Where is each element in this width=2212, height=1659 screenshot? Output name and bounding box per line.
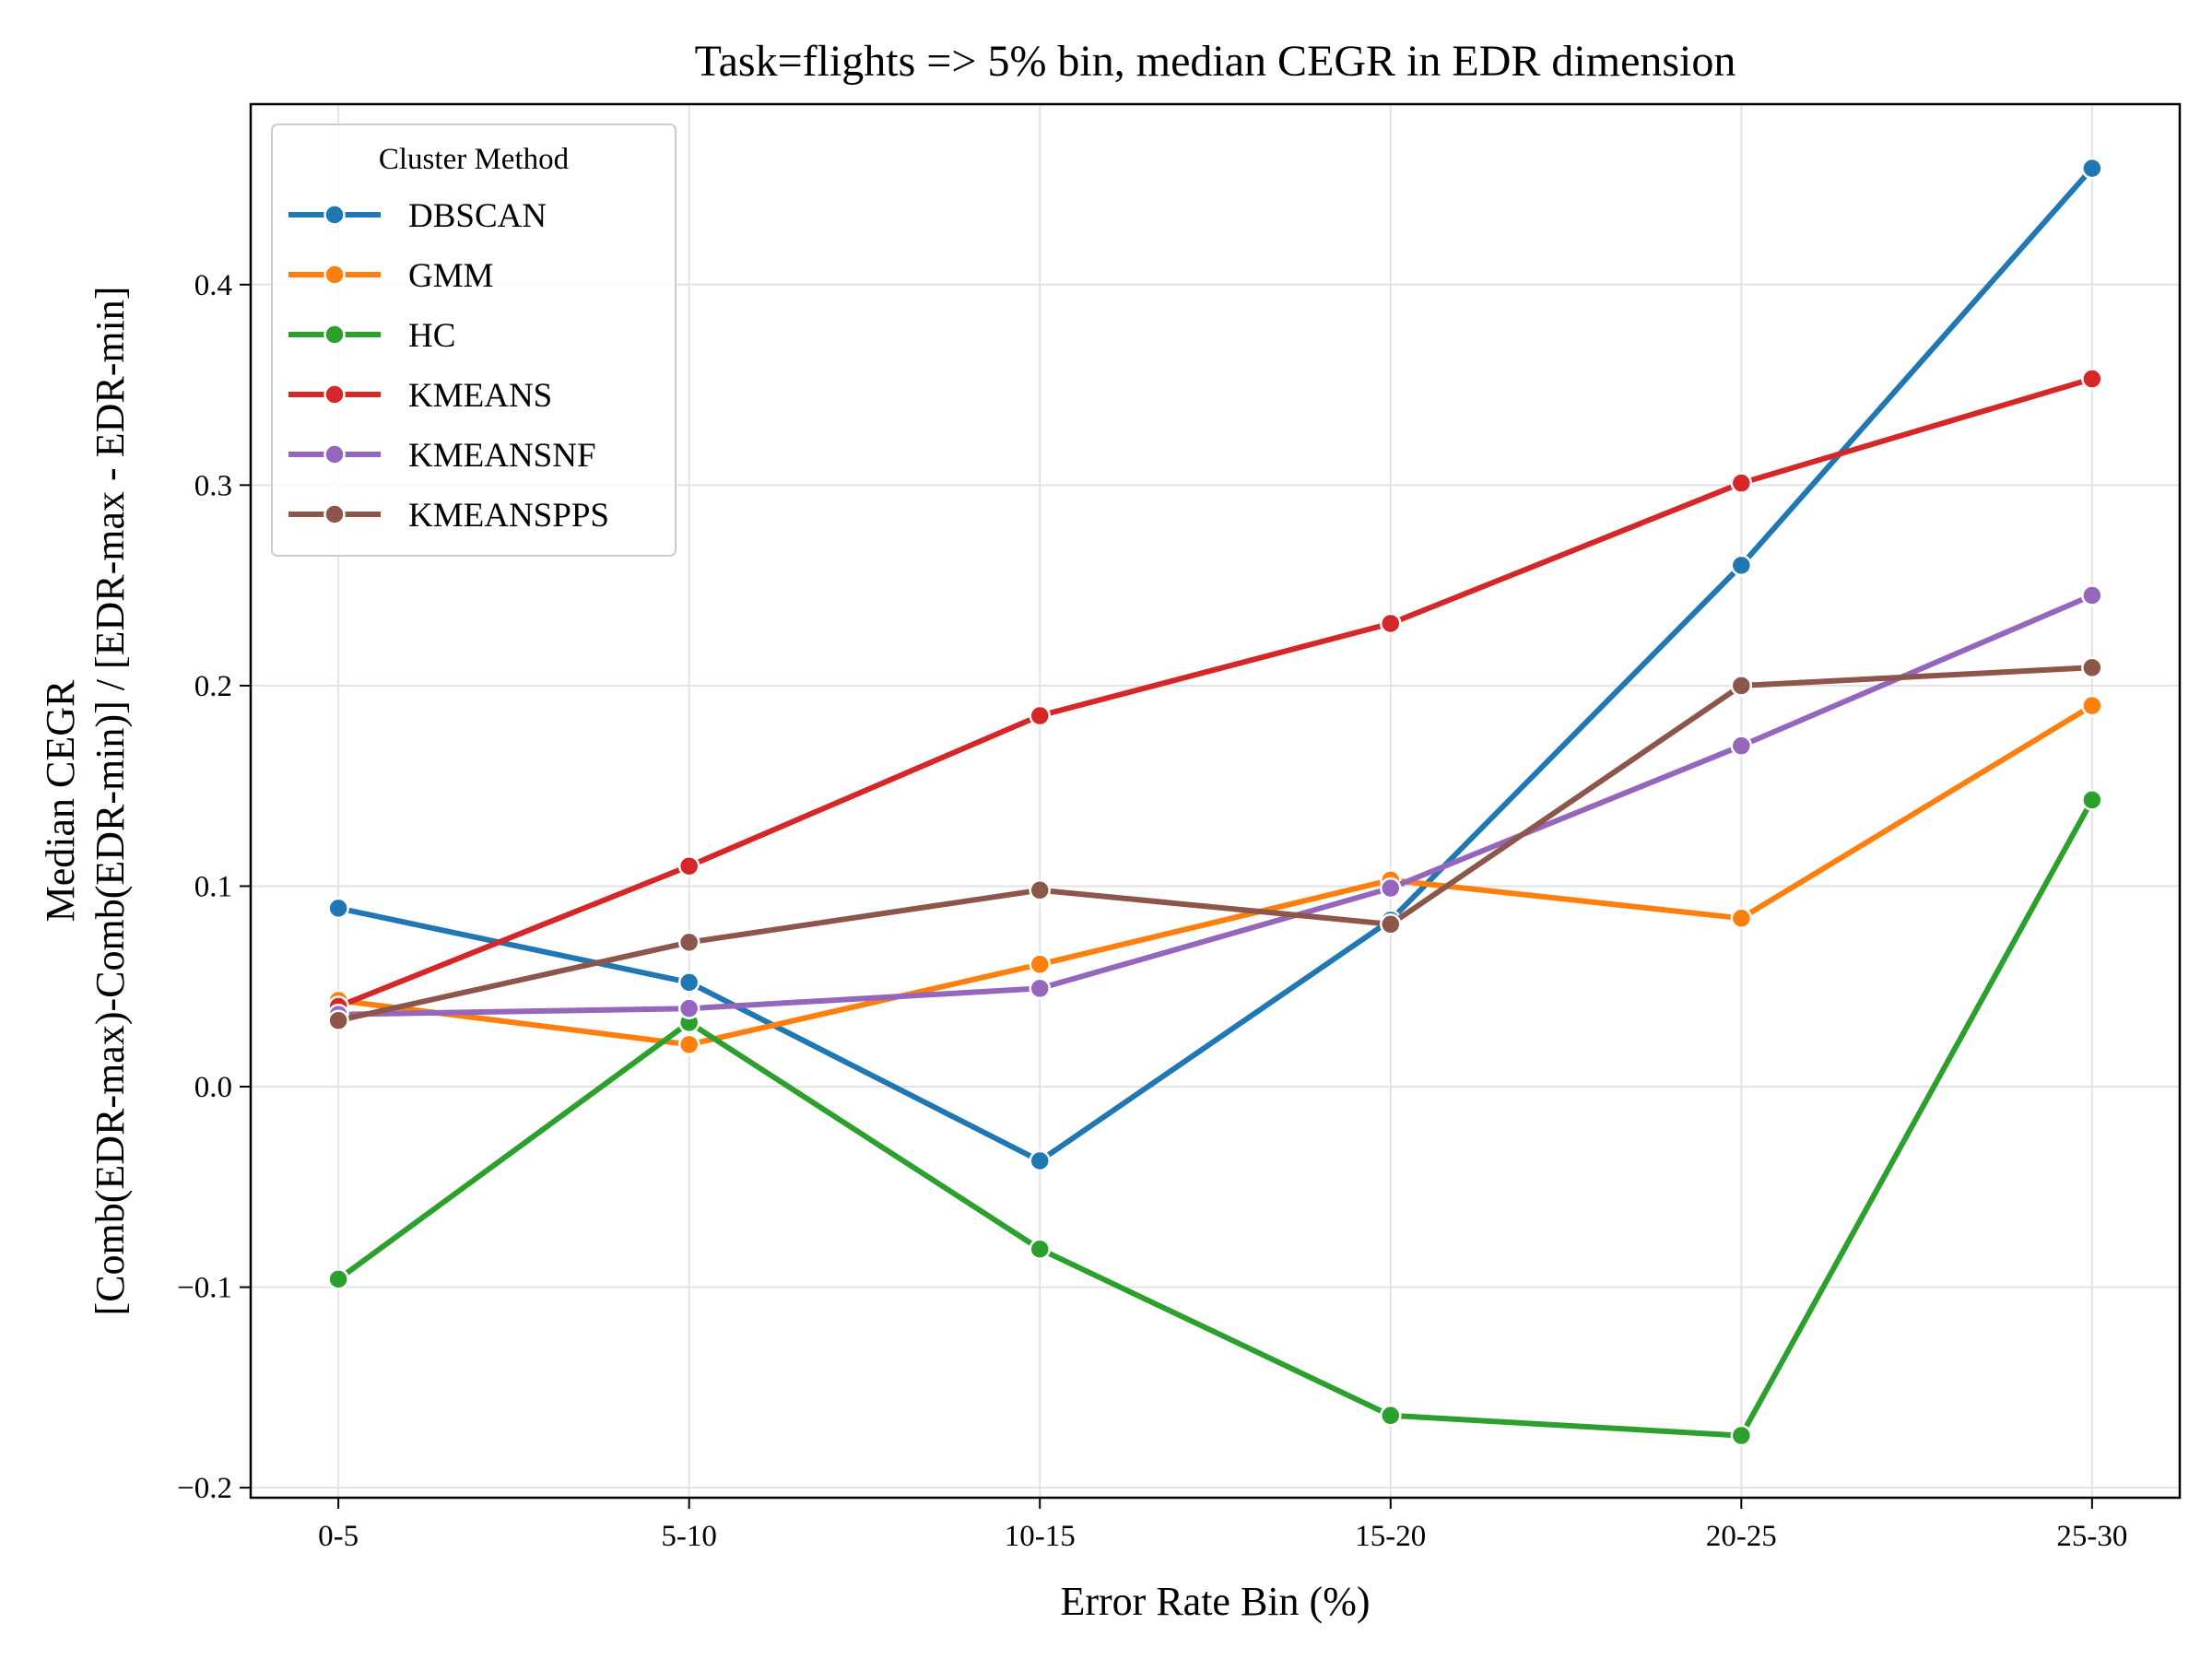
- legend-label: DBSCAN: [408, 197, 547, 235]
- x-tick-label: 5-10: [661, 1520, 717, 1553]
- legend-label: HC: [408, 317, 455, 355]
- data-point: [1730, 472, 1753, 494]
- legend-item-kmeanspps: KMEANSPPS: [288, 497, 609, 535]
- data-point: [1380, 1405, 1402, 1427]
- data-point: [677, 854, 700, 877]
- x-tick-label: 25-30: [2056, 1520, 2127, 1553]
- plot-frame: [249, 102, 2182, 1500]
- data-point: [1029, 879, 1051, 901]
- series-line: [335, 165, 2095, 1164]
- data-point: [2081, 656, 2103, 679]
- y-tick-label: 0.1: [194, 870, 232, 903]
- data-point: [327, 1009, 349, 1031]
- legend-swatch-marker: [324, 324, 346, 346]
- legend-swatch-marker: [324, 383, 346, 406]
- data-point: [2081, 368, 2103, 390]
- data-point: [1730, 675, 1753, 697]
- x-tick-label: 20-25: [1706, 1520, 1777, 1553]
- data-point: [2081, 584, 2103, 606]
- legend-swatch-marker: [324, 264, 346, 286]
- y-tick-label: −0.1: [177, 1272, 232, 1305]
- data-point: [1029, 953, 1051, 976]
- legend-item-kmeansnf: KMEANSNF: [288, 437, 596, 475]
- series-line: [335, 376, 2095, 1009]
- series-lines: [327, 157, 2103, 1447]
- legend-label: KMEANS: [408, 377, 552, 415]
- x-axis-label: Error Rate Bin (%): [1061, 1579, 1371, 1624]
- y-axis-label-line-1: Median CEGR: [38, 679, 83, 922]
- legend-item-hc: HC: [288, 317, 455, 355]
- y-axis-label-line-2: [Comb(EDR-max)-Comb(EDR-min)] / [EDR-max…: [88, 287, 133, 1316]
- legend-title: Cluster Method: [379, 143, 570, 176]
- legend-swatch-marker: [324, 443, 346, 465]
- legend-label: KMEANSPPS: [408, 497, 609, 535]
- series-line: [335, 702, 2095, 1048]
- y-tick-label: −0.2: [177, 1472, 232, 1505]
- y-tick-label: 0.2: [194, 670, 232, 703]
- legend-item-dbscan: DBSCAN: [288, 197, 547, 235]
- series-hc: [327, 789, 2103, 1447]
- series-line: [335, 796, 2095, 1439]
- data-point: [1730, 554, 1753, 577]
- legend-label: GMM: [408, 257, 494, 295]
- data-point: [1380, 913, 1402, 935]
- y-tick-label: 0.4: [194, 269, 232, 302]
- series-line: [335, 593, 2095, 1018]
- data-point: [2081, 694, 2103, 717]
- data-point: [1380, 612, 1402, 635]
- y-tick-label: 0.3: [194, 469, 232, 502]
- series-kmeansnf: [327, 584, 2103, 1026]
- data-point: [1380, 877, 1402, 900]
- legend-box: [271, 124, 677, 557]
- legend: Cluster Method DBSCAN GMM HC KMEANS KMEANSNF…: [271, 124, 677, 557]
- y-axis-label: Median CEGR [Comb(EDR-max)-Comb(EDR-min)…: [38, 287, 133, 1316]
- data-point: [1029, 704, 1051, 727]
- y-tick-label: 0.0: [194, 1071, 232, 1104]
- data-point: [2081, 789, 2103, 811]
- x-tick-label: 15-20: [1355, 1520, 1426, 1553]
- legend-item-gmm: GMM: [288, 257, 494, 295]
- data-point: [1029, 977, 1051, 1000]
- axis-ticks: 0-5 5-10 10-15 15-20 20-25 25-30 −0.2 −0.1 0.0 0.…: [177, 269, 2127, 1553]
- data-point: [677, 931, 700, 954]
- chart-title: Task=flights => 5% bin, median CEGR in E…: [695, 37, 1736, 86]
- x-tick-label: 0-5: [318, 1520, 359, 1553]
- data-point: [1730, 907, 1753, 930]
- data-point: [1029, 1149, 1051, 1172]
- data-point: [327, 897, 349, 920]
- series-gmm: [327, 694, 2103, 1056]
- data-point: [677, 971, 700, 994]
- data-point: [1730, 1424, 1753, 1447]
- data-point: [1730, 735, 1753, 757]
- legend-label: KMEANSNF: [408, 437, 596, 475]
- legend-items: DBSCAN GMM HC KMEANS KMEANSNF KMEANSPPS: [288, 197, 609, 535]
- legend-swatch-marker: [324, 204, 346, 226]
- x-tick-label: 10-15: [1005, 1520, 1076, 1553]
- series-kmeanspps: [327, 656, 2103, 1031]
- data-point: [677, 997, 700, 1019]
- data-point: [677, 1033, 700, 1056]
- data-point: [1029, 1238, 1051, 1260]
- data-point: [2081, 157, 2103, 180]
- data-point: [327, 1268, 349, 1290]
- legend-item-kmeans: KMEANS: [288, 377, 552, 415]
- series-line: [335, 665, 2095, 1024]
- legend-swatch-marker: [324, 503, 346, 525]
